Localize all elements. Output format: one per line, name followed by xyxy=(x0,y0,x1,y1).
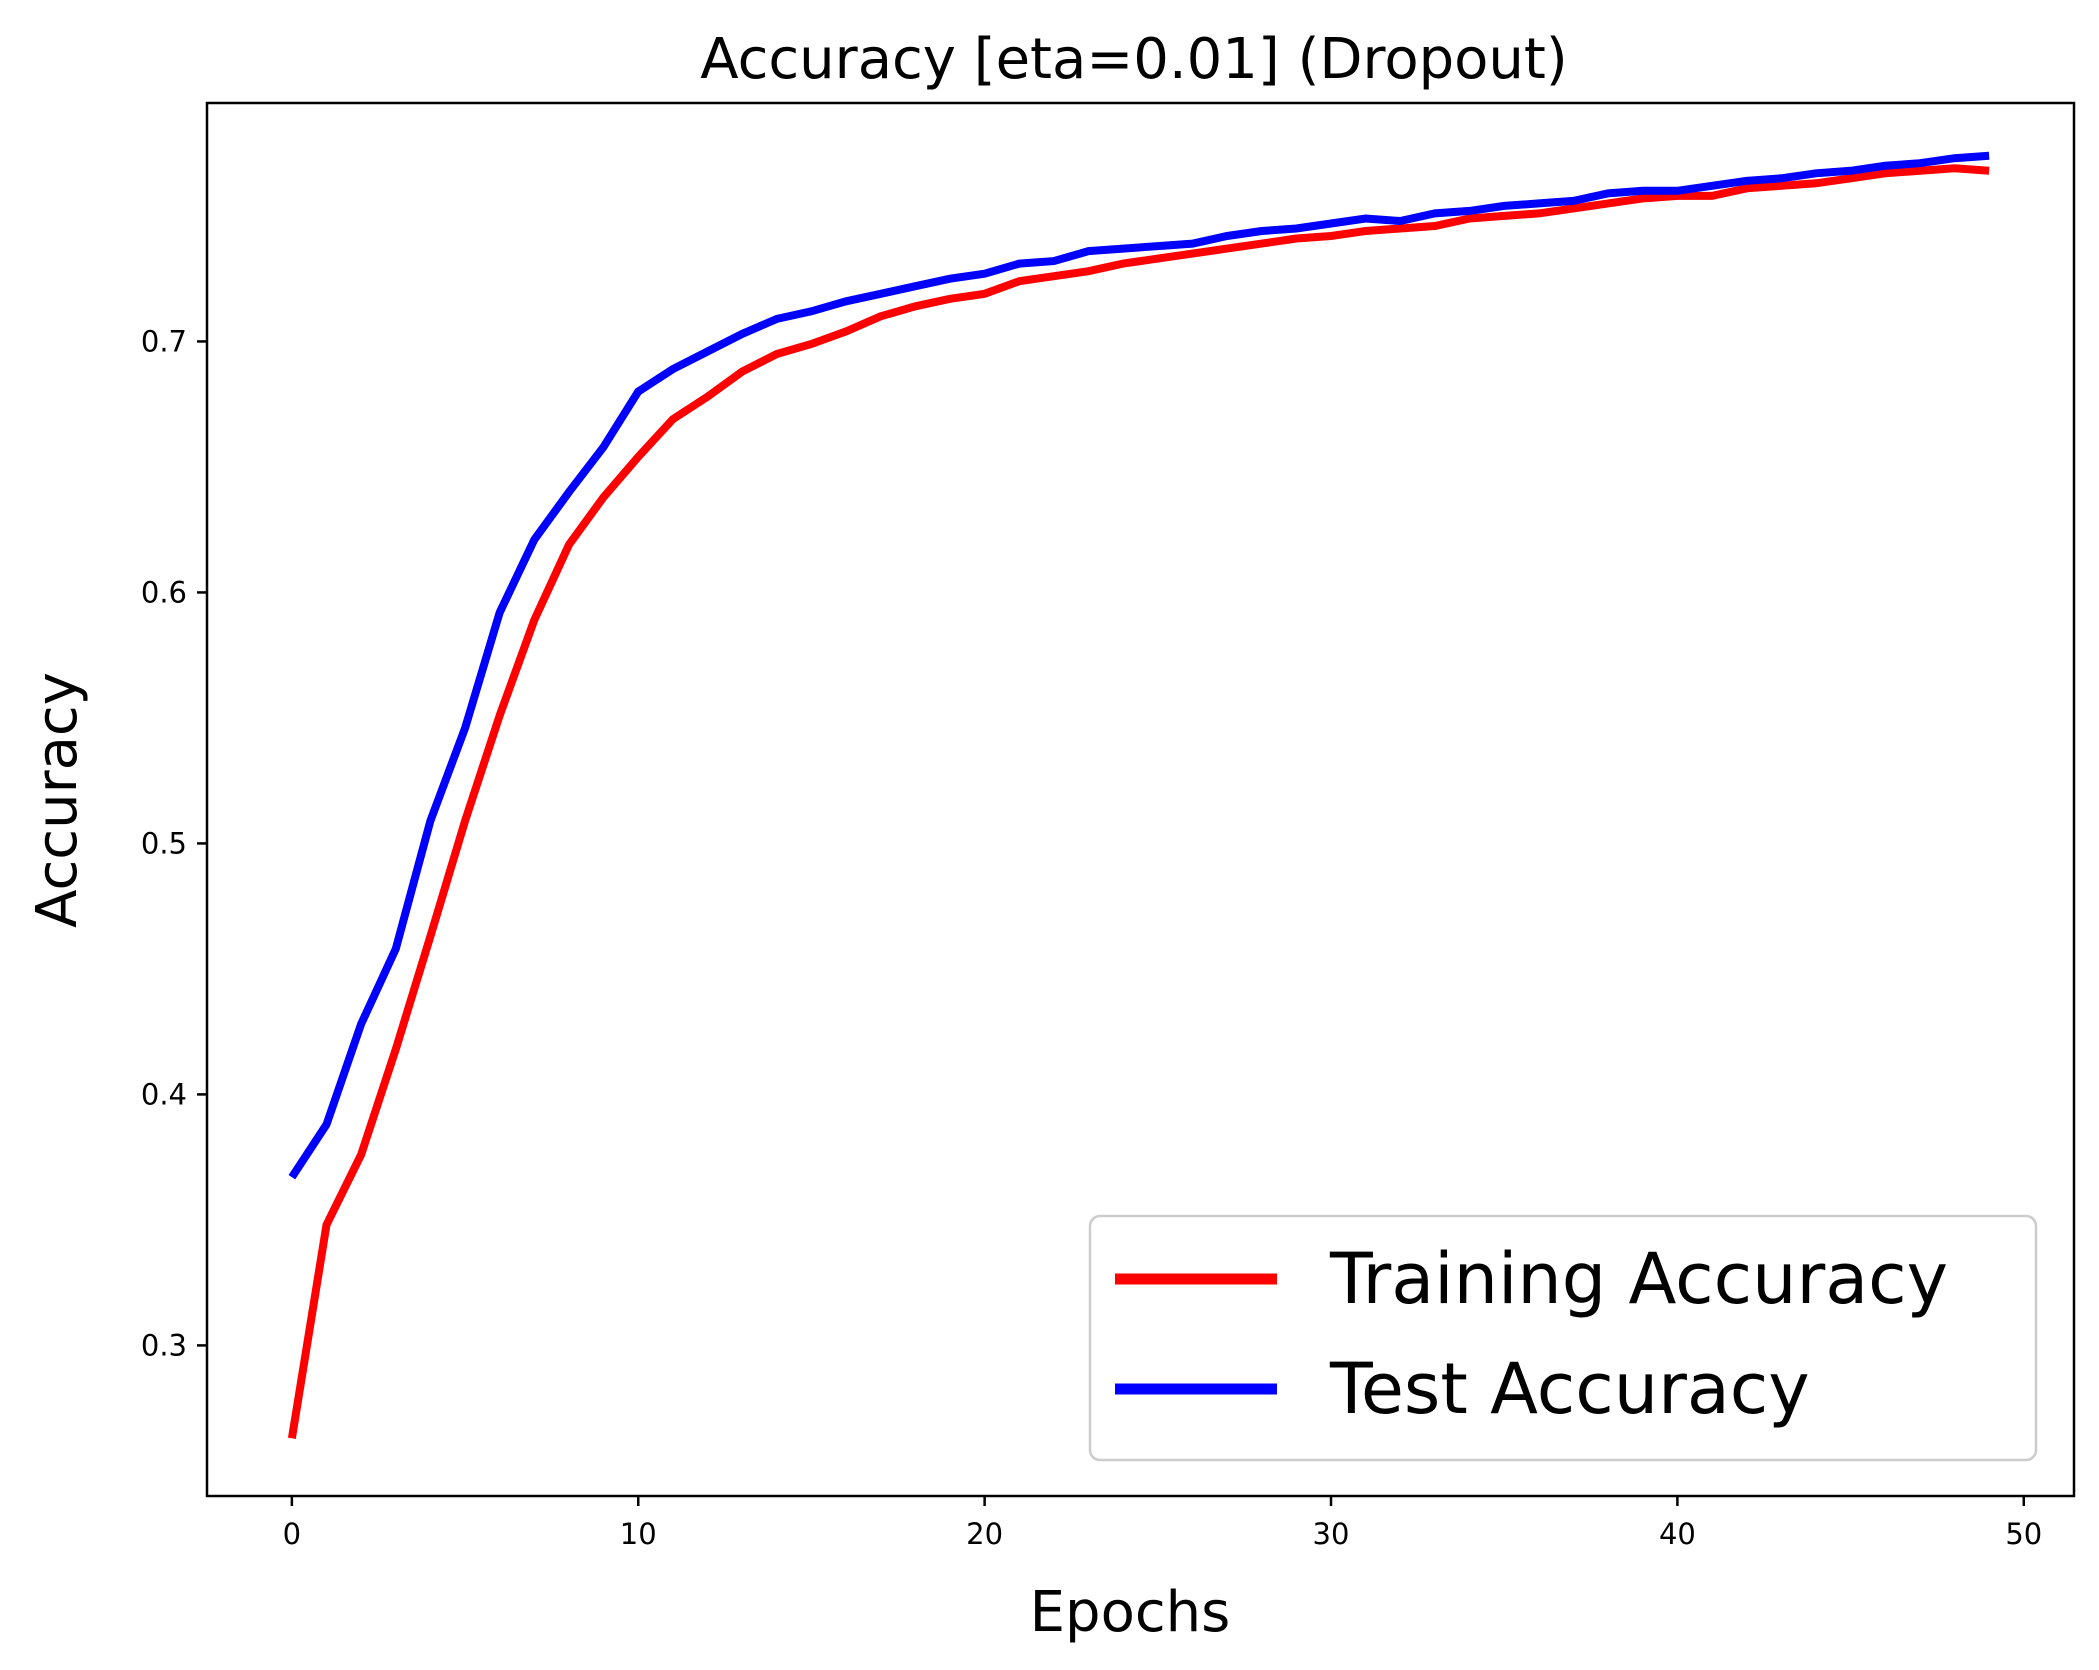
test-accuracy-line xyxy=(288,151,1990,1180)
x-tick-label: 0 xyxy=(283,1517,301,1551)
y-tick-label: 0.5 xyxy=(141,826,187,860)
y-axis-ticks: 0.3 0.4 0.5 0.6 0.7 xyxy=(141,324,207,1362)
y-tick-label: 0.6 xyxy=(141,575,187,609)
legend-label-training: Training Accuracy xyxy=(1329,1238,1948,1320)
x-tick-label: 20 xyxy=(966,1517,1003,1551)
x-tick-label: 50 xyxy=(2005,1517,2042,1551)
x-axis-label: Epochs xyxy=(1030,1580,1231,1645)
x-tick-label: 40 xyxy=(1659,1517,1696,1551)
training-accuracy-line xyxy=(287,164,1990,1439)
y-axis-label: Accuracy xyxy=(25,672,90,928)
plot-frame xyxy=(205,101,2076,1498)
x-tick-label: 30 xyxy=(1313,1517,1350,1551)
legend-label-test: Test Accuracy xyxy=(1329,1348,1810,1430)
y-tick-label: 0.7 xyxy=(141,324,187,358)
legend: Training Accuracy Test Accuracy xyxy=(1088,1214,2038,1462)
legend-box xyxy=(1088,1214,2038,1462)
series-lines xyxy=(287,151,1990,1439)
chart-title: Accuracy [eta=0.01] (Dropout) xyxy=(700,27,1567,92)
y-tick-label: 0.4 xyxy=(141,1077,187,1111)
x-tick-label: 10 xyxy=(620,1517,657,1551)
x-axis-ticks: 0 10 20 30 40 50 xyxy=(283,1496,2042,1551)
y-tick-label: 0.3 xyxy=(141,1328,187,1362)
